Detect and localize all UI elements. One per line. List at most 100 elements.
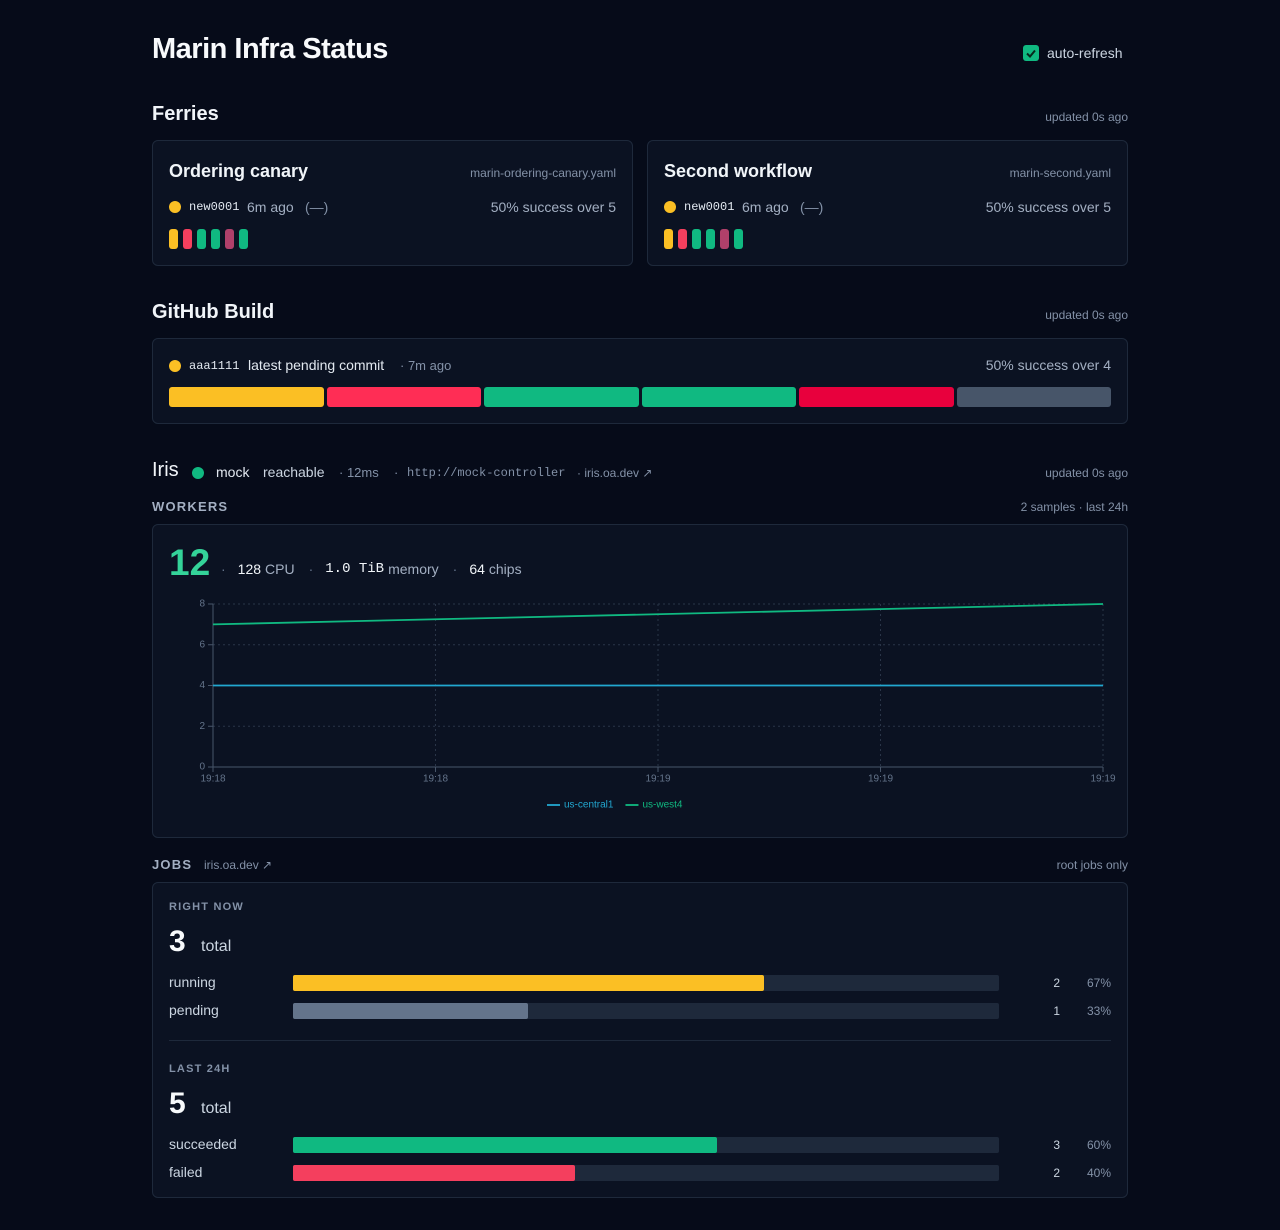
y-tick-label: 0 — [199, 762, 205, 773]
row-label: pending — [169, 1002, 219, 1018]
commit: aaa1111 — [189, 359, 240, 373]
ferry-card: Ordering canary marin-ordering-canary.yam… — [152, 140, 633, 266]
legend-label: us-west4 — [642, 800, 682, 811]
subsection-title: JOBS — [152, 857, 193, 872]
divider — [169, 1040, 1111, 1041]
ferry-card: Second workflow marin-second.yaml new0001 6… — [647, 140, 1128, 266]
x-tick-label: 19:18 — [423, 774, 448, 785]
status-dot — [664, 201, 676, 213]
commit: new0001 — [189, 200, 240, 214]
run-pill — [225, 229, 234, 249]
x-tick-label: 19:19 — [1090, 774, 1115, 785]
ferry-name: Ordering canary — [169, 161, 309, 181]
build-bar — [641, 387, 796, 407]
group-total: 5 — [169, 1087, 186, 1120]
separator: · — [221, 561, 226, 577]
y-tick-label: 4 — [199, 680, 205, 691]
build-bar — [956, 387, 1111, 407]
controller-url: http://mock-controller — [407, 466, 566, 480]
run-pill — [183, 229, 192, 249]
run-pill — [169, 229, 178, 249]
separator: · — [394, 465, 399, 480]
group-title: RIGHT NOW — [169, 901, 244, 913]
row-pct: 60% — [1086, 1138, 1111, 1152]
jobs-card: RIGHT NOW 3 total running 2 67% pending 1 33% LAS… — [152, 882, 1128, 1198]
iris-link[interactable]: · iris.oa.dev ↗ — [577, 466, 653, 480]
x-tick-label: 19:19 — [868, 774, 893, 785]
check-icon — [1026, 49, 1036, 58]
x-tick-label: 19:18 — [200, 774, 225, 785]
row-count: 2 — [1053, 976, 1060, 990]
y-tick-label: 2 — [199, 721, 205, 732]
ferry-file: marin-ordering-canary.yaml — [470, 166, 616, 180]
section-title: Ferries — [152, 103, 219, 125]
stats: · 128 CPU · 1.0 TiB memory · 64 chips — [221, 561, 536, 577]
delta: (—) — [305, 199, 329, 215]
series-line — [212, 603, 1104, 626]
row-count: 1 — [1053, 1004, 1060, 1018]
age: 6m ago — [742, 199, 789, 215]
stat-value: 128 — [237, 561, 262, 577]
total-label: total — [201, 938, 232, 955]
x-tick-label: 19:19 — [645, 774, 670, 785]
run-pill — [734, 229, 743, 249]
samples: 2 samples · last 24h — [1020, 500, 1128, 514]
worker-count: 12 — [169, 542, 211, 583]
section-title: Iris — [152, 459, 179, 481]
row-label: succeeded — [169, 1136, 237, 1152]
stat-value: 1.0 TiB — [325, 561, 385, 577]
status-dot — [169, 360, 181, 372]
latency: · 12ms — [339, 465, 379, 480]
stat-unit: memory — [388, 561, 439, 577]
build-bar — [484, 387, 639, 407]
commit-label: latest pending commit — [248, 357, 385, 373]
age: 6m ago — [247, 199, 294, 215]
checkbox[interactable] — [1023, 45, 1039, 61]
y-tick-label: 8 — [199, 599, 205, 610]
ferry-name: Second workflow — [664, 161, 813, 181]
bar — [293, 1137, 717, 1153]
row-count: 2 — [1053, 1166, 1060, 1180]
subsection-title: WORKERS — [152, 499, 229, 514]
delta: (—) — [800, 199, 824, 215]
separator: · — [452, 561, 458, 577]
run-pill — [664, 229, 673, 249]
y-tick-label: 6 — [199, 639, 205, 650]
section-title: GitHub Build — [152, 301, 275, 323]
workers-card: 12 · 128 CPU · 1.0 TiB memory · 64 chips 0 2 4 6 8 19… — [152, 524, 1128, 838]
controller-state: reachable — [263, 464, 325, 480]
row-count: 3 — [1053, 1138, 1060, 1152]
jobs-link[interactable]: iris.oa.dev ↗ — [204, 858, 273, 872]
row-label: failed — [169, 1164, 203, 1180]
bar — [293, 975, 764, 991]
run-pill — [678, 229, 687, 249]
chart: 0 2 4 6 8 19:18 19:18 19:19 19:19 19:19 us-central… — [199, 599, 1116, 811]
run-pill — [211, 229, 220, 249]
group-total: 3 — [169, 925, 186, 958]
checkbox-label[interactable]: auto-refresh — [1047, 45, 1123, 61]
row-pct: 67% — [1086, 976, 1111, 990]
build-bar — [169, 387, 324, 407]
row-pct: 40% — [1086, 1166, 1111, 1180]
build-bar — [799, 387, 954, 407]
stat-value: 64 — [469, 561, 485, 577]
github-card: aaa1111 latest pending commit · 7m ago 5… — [152, 338, 1128, 424]
stat-unit: chips — [488, 561, 522, 577]
age: · 7m ago — [400, 358, 452, 373]
scope: root jobs only — [1056, 858, 1128, 872]
group-title: LAST 24H — [169, 1063, 231, 1075]
ferry-file: marin-second.yaml — [1009, 166, 1111, 180]
row-label: running — [169, 974, 216, 990]
stat-unit: CPU — [265, 561, 295, 577]
separator: · — [308, 561, 314, 577]
updated: updated 0s ago — [1045, 110, 1128, 124]
status-dot — [192, 467, 204, 479]
run-pill — [706, 229, 715, 249]
status-dot — [169, 201, 181, 213]
legend-label: us-central1 — [564, 800, 614, 811]
success-rate: 50% success over 5 — [490, 199, 616, 215]
controller-name: mock — [216, 464, 250, 480]
updated: updated 0s ago — [1045, 466, 1128, 480]
success-rate: 50% success over 4 — [985, 357, 1111, 373]
